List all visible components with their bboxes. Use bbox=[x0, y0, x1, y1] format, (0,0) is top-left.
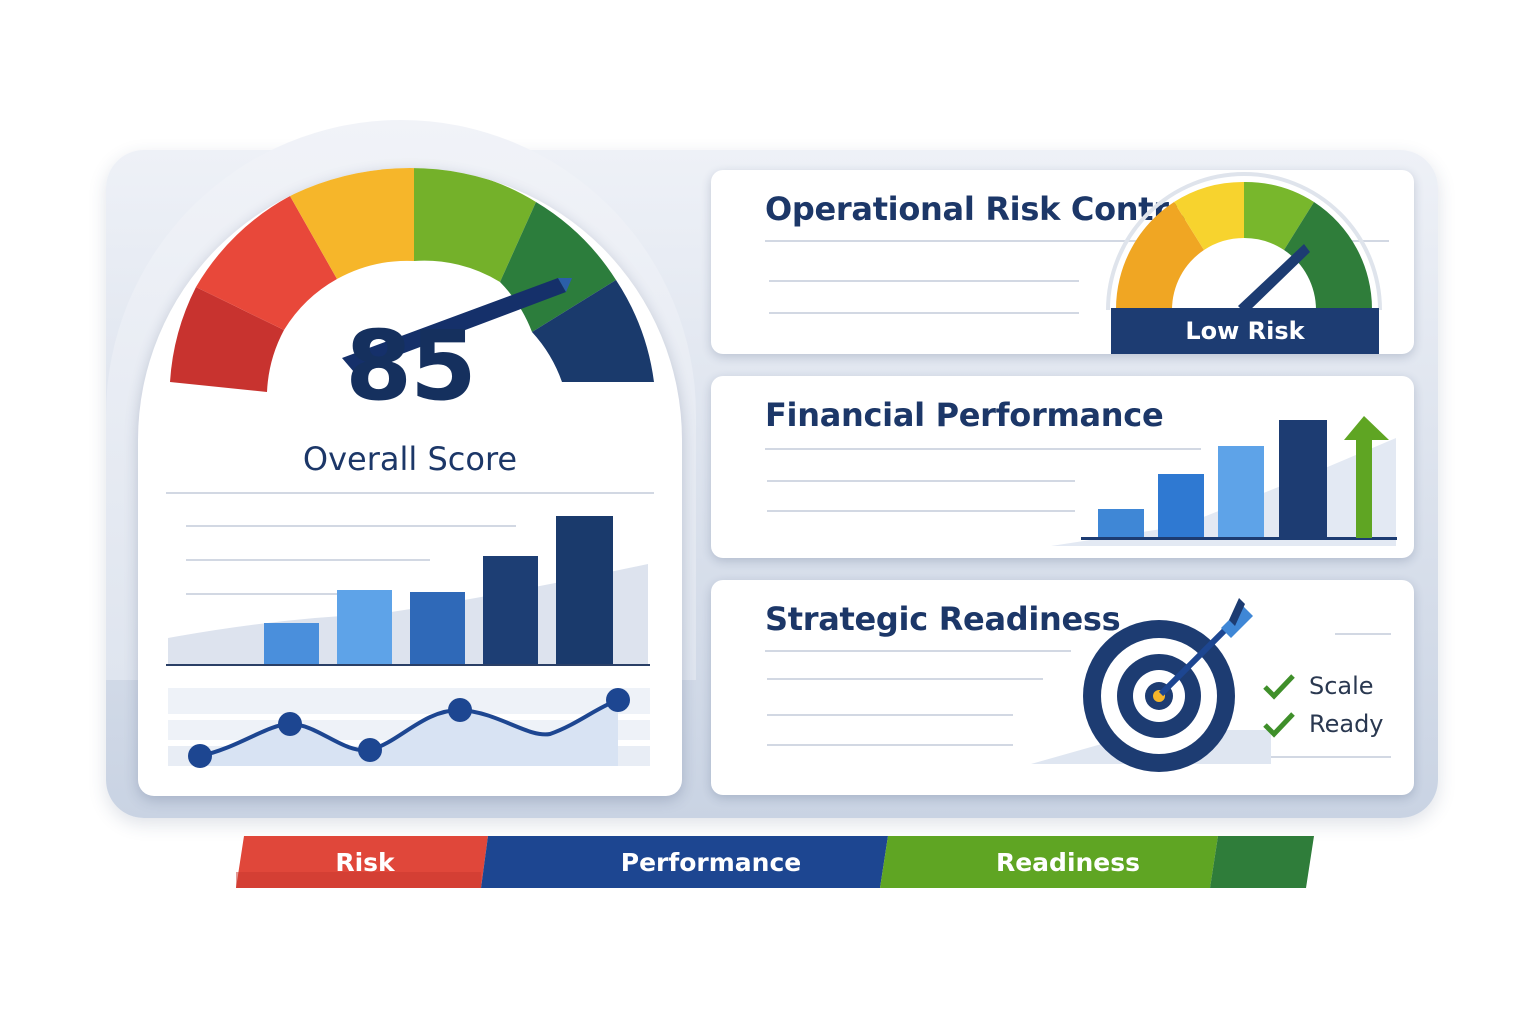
overall-score-card[interactable]: 85 Overall Score bbox=[138, 168, 682, 796]
line-point bbox=[188, 744, 212, 768]
line-area bbox=[200, 700, 618, 766]
legend-bar: Risk Performance Readiness bbox=[236, 836, 1314, 888]
bar bbox=[264, 623, 319, 664]
legend-readiness-shape bbox=[880, 836, 1218, 888]
bar bbox=[337, 590, 392, 664]
divider bbox=[166, 492, 654, 494]
bar bbox=[1218, 446, 1264, 538]
operational-risk-title: Operational Risk Control bbox=[765, 190, 1202, 228]
financial-bar-chart bbox=[1051, 416, 1397, 546]
bar bbox=[410, 592, 465, 664]
bar bbox=[556, 516, 613, 664]
check-item-ready: Ready bbox=[1263, 710, 1384, 738]
arrow-shaft bbox=[1158, 617, 1238, 697]
placeholder-line bbox=[186, 559, 430, 561]
strategic-readiness-card[interactable]: Strategic Readiness Scale Ready bbox=[711, 580, 1414, 795]
placeholder-line bbox=[765, 650, 1071, 652]
check-icon bbox=[1263, 674, 1295, 700]
placeholder-line bbox=[767, 744, 1013, 746]
gauge-segment-red bbox=[196, 196, 337, 330]
check-icon bbox=[1263, 712, 1295, 738]
risk-gauge-dark-green bbox=[1284, 202, 1373, 310]
overall-score-label: Overall Score bbox=[302, 440, 518, 478]
line-point bbox=[606, 688, 630, 712]
operational-risk-card[interactable]: Operational Risk Control Low Risk bbox=[711, 170, 1414, 354]
financial-performance-title: Financial Performance bbox=[765, 396, 1164, 434]
gauge-segment-yellow bbox=[290, 168, 414, 279]
placeholder-line bbox=[1251, 756, 1391, 758]
bar bbox=[1279, 420, 1327, 538]
placeholder-line bbox=[765, 448, 1201, 450]
placeholder-line bbox=[769, 280, 1079, 282]
bar bbox=[1158, 474, 1204, 538]
placeholder-line bbox=[1345, 240, 1389, 242]
gauge-segment-green bbox=[414, 168, 536, 282]
overall-bar-chart bbox=[166, 516, 650, 666]
placeholder-line bbox=[186, 593, 366, 595]
overall-gauge bbox=[170, 168, 654, 392]
line-point bbox=[278, 712, 302, 736]
risk-gauge-needle bbox=[1238, 244, 1310, 314]
arrow-feather bbox=[1221, 606, 1253, 638]
legend-risk: Risk bbox=[335, 847, 395, 877]
bar bbox=[483, 556, 538, 664]
legend-performance-shape bbox=[481, 836, 888, 888]
placeholder-line bbox=[186, 525, 516, 527]
chart-baseline bbox=[166, 664, 650, 666]
risk-gauge-outline bbox=[1106, 172, 1382, 311]
check-label-ready: Ready bbox=[1309, 710, 1384, 738]
financial-performance-card[interactable]: Financial Performance bbox=[711, 376, 1414, 558]
risk-gauge-orange bbox=[1115, 202, 1204, 310]
target-graphic bbox=[1031, 598, 1271, 772]
legend-performance: Performance bbox=[620, 847, 802, 877]
growth-arrow-icon bbox=[1344, 416, 1389, 440]
chart-baseline bbox=[1081, 537, 1397, 540]
placeholder-line bbox=[767, 480, 1075, 482]
arrow-feather bbox=[1229, 598, 1245, 626]
risk-gauge bbox=[1106, 172, 1382, 314]
placeholder-line bbox=[1335, 633, 1391, 635]
check-item-scale: Scale bbox=[1263, 672, 1374, 700]
low-risk-badge: Low Risk bbox=[1111, 308, 1379, 354]
legend-risk-shade bbox=[236, 872, 481, 888]
placeholder-line bbox=[769, 312, 1079, 314]
gauge-segment-red-dark bbox=[170, 287, 284, 392]
placeholder-line bbox=[767, 510, 1075, 512]
gauge-needle bbox=[342, 278, 566, 372]
placeholder-line bbox=[767, 678, 1043, 680]
legend-shapes bbox=[236, 836, 1314, 888]
line-point bbox=[448, 698, 472, 722]
legend-readiness: Readiness bbox=[995, 847, 1141, 877]
gauge-segment-navy bbox=[532, 280, 654, 382]
placeholder-line bbox=[765, 240, 1143, 242]
risk-gauge-green bbox=[1244, 181, 1314, 250]
strategic-readiness-title: Strategic Readiness bbox=[765, 600, 1121, 638]
line-point bbox=[358, 738, 382, 762]
legend-readiness-end-shape bbox=[1210, 836, 1314, 888]
overall-line-chart bbox=[168, 688, 650, 768]
gauge-needle-tip bbox=[558, 278, 572, 292]
risk-gauge-yellow bbox=[1174, 181, 1244, 250]
growth-arrow-shaft bbox=[1356, 438, 1372, 538]
placeholder-line bbox=[767, 714, 1013, 716]
band bbox=[168, 688, 650, 714]
bar bbox=[1098, 509, 1144, 538]
check-label-scale: Scale bbox=[1309, 672, 1374, 700]
overall-score-value: 85 bbox=[345, 310, 477, 422]
